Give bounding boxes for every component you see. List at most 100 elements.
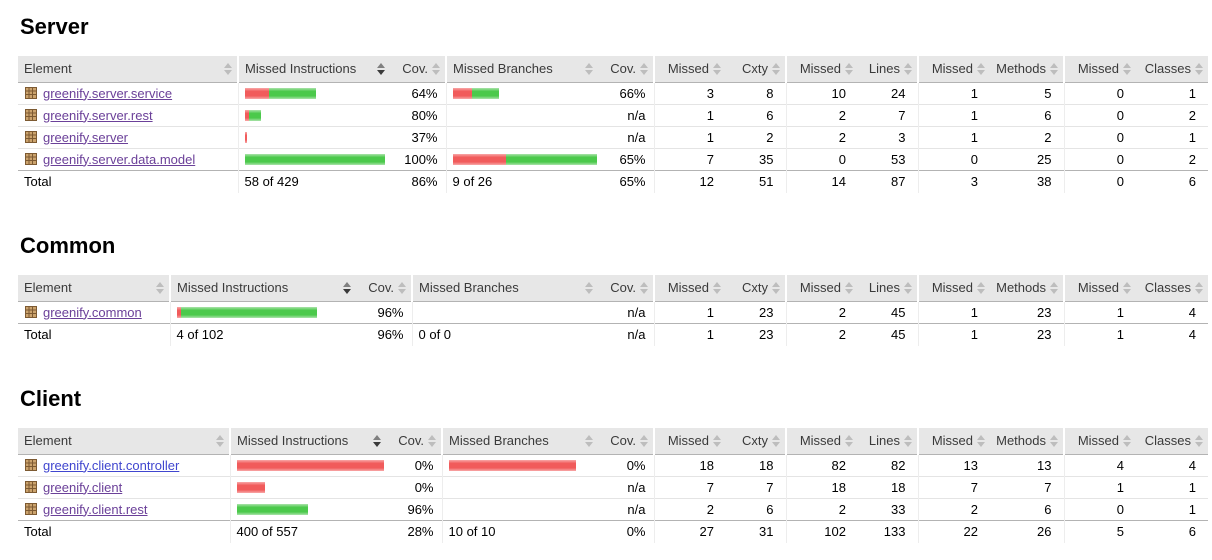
header-row: Element Missed Instructions Cov. Missed Bra… <box>18 428 1208 455</box>
column-header-cxty-6[interactable]: Cxty <box>726 56 786 83</box>
column-header-missed-branches-3[interactable]: Missed Branches <box>445 56 598 83</box>
instructions-coverage-cell: 100% <box>390 147 446 170</box>
element-cell: greenify.server.data.model <box>18 147 238 170</box>
instructions-coverage-cell: 80% <box>390 103 446 126</box>
column-header-missed-9[interactable]: Missed <box>917 275 990 302</box>
package-link[interactable]: greenify.client.rest <box>43 501 148 517</box>
column-header-missed-5[interactable]: Missed <box>653 56 726 83</box>
instructions-bar-green-segment <box>248 109 261 121</box>
column-header-missed-7[interactable]: Missed <box>785 428 858 455</box>
sort-icon <box>377 62 386 75</box>
column-header-missed-11[interactable]: Missed <box>1063 56 1136 83</box>
column-label: Missed <box>799 433 841 449</box>
column-header-cov--4[interactable]: Cov. <box>598 275 654 302</box>
column-header-element-0[interactable]: Element <box>18 56 238 83</box>
column-header-cov--2[interactable]: Cov. <box>386 428 442 455</box>
column-header-cxty-6[interactable]: Cxty <box>726 275 786 302</box>
column-header-methods-10[interactable]: Methods <box>990 428 1064 455</box>
column-header-missed-branches-3[interactable]: Missed Branches <box>441 428 598 455</box>
column-header-missed-9[interactable]: Missed <box>917 428 990 455</box>
total-instructions-coverage-cell: 86% <box>390 169 446 193</box>
branches-bar-red-segment <box>452 153 506 165</box>
metric-cell: 4 <box>1063 454 1136 476</box>
column-header-lines-8[interactable]: Lines <box>858 428 918 455</box>
sort-icon <box>640 434 649 447</box>
column-header-missed-instructions-1[interactable]: Missed Instructions <box>169 275 356 302</box>
column-header-missed-instructions-1[interactable]: Missed Instructions <box>237 56 390 83</box>
metric-cell: 2 <box>785 103 858 126</box>
column-header-methods-10[interactable]: Methods <box>990 56 1064 83</box>
column-header-cov--4[interactable]: Cov. <box>598 56 654 83</box>
sort-icon <box>904 281 913 294</box>
column-header-missed-9[interactable]: Missed <box>917 56 990 83</box>
package-link[interactable]: greenify.server <box>43 129 129 145</box>
package-icon <box>24 108 38 122</box>
metric-cell: 33 <box>858 497 918 520</box>
column-header-cov--2[interactable]: Cov. <box>356 275 412 302</box>
branches-coverage-cell: n/a <box>627 304 646 320</box>
metric-cell: 0 <box>1063 125 1136 148</box>
column-header-cov--2[interactable]: Cov. <box>390 56 446 83</box>
column-header-methods-10[interactable]: Methods <box>990 275 1064 302</box>
section-title-server: Server <box>20 14 89 39</box>
column-header-missed-7[interactable]: Missed <box>785 275 858 302</box>
branches-bar-cell <box>441 475 598 498</box>
table-row: greenify.server.service 64% 66% 3 8 10 24 1 5 0 1 <box>18 82 1208 104</box>
sort-icon <box>904 62 913 75</box>
column-header-lines-8[interactable]: Lines <box>858 56 918 83</box>
column-label: Cov. <box>610 61 636 77</box>
total-metric-cell: 87 <box>858 169 918 193</box>
column-header-missed-5[interactable]: Missed <box>653 275 726 302</box>
metric-cell: 13 <box>1037 457 1052 473</box>
column-header-classes-12[interactable]: Classes <box>1136 56 1208 83</box>
metric-cell: 6 <box>726 103 786 126</box>
server-coverage-table: Element Missed Instructions Cov. Missed Bra… <box>18 56 1208 193</box>
column-header-missed-5[interactable]: Missed <box>653 428 726 455</box>
column-header-missed-instructions-1[interactable]: Missed Instructions <box>229 428 386 455</box>
column-header-cxty-6[interactable]: Cxty <box>726 428 786 455</box>
column-label: Classes <box>1144 61 1191 77</box>
sort-icon <box>713 281 722 294</box>
sort-icon <box>585 434 594 447</box>
element-cell: greenify.common <box>18 301 170 323</box>
column-label: Element <box>24 433 72 449</box>
column-label: Missed <box>931 280 973 296</box>
total-metric-cell: 1 <box>1063 322 1136 346</box>
sort-icon <box>156 281 165 294</box>
column-header-element-0[interactable]: Element <box>18 428 230 455</box>
column-header-element-0[interactable]: Element <box>18 275 170 302</box>
sort-icon <box>772 434 781 447</box>
column-header-cov--4[interactable]: Cov. <box>598 428 654 455</box>
package-link[interactable]: greenify.client <box>43 479 123 495</box>
column-header-lines-8[interactable]: Lines <box>858 275 918 302</box>
total-metric-cell: 38 <box>990 169 1064 193</box>
metric-cell: 3 <box>653 82 726 104</box>
package-link[interactable]: greenify.common <box>43 304 142 320</box>
package-link[interactable]: greenify.client.controller <box>43 457 180 473</box>
sort-icon <box>640 62 649 75</box>
column-header-classes-12[interactable]: Classes <box>1136 428 1208 455</box>
sort-icon <box>1123 62 1132 75</box>
metric-cell: 1 <box>917 301 990 323</box>
sort-icon <box>1050 281 1059 294</box>
package-link[interactable]: greenify.server.rest <box>43 107 153 123</box>
package-icon <box>24 130 38 144</box>
column-header-missed-11[interactable]: Missed <box>1063 428 1136 455</box>
column-header-missed-branches-3[interactable]: Missed Branches <box>411 275 598 302</box>
branches-coverage-cell: 65% <box>598 147 654 170</box>
package-link[interactable]: greenify.server.service <box>43 85 173 101</box>
total-instructions-cell: 58 of 429 <box>237 169 390 193</box>
column-header-missed-7[interactable]: Missed <box>785 56 858 83</box>
section-title-client: Client <box>20 386 82 411</box>
package-link[interactable]: greenify.server.data.model <box>43 151 196 167</box>
instructions-coverage-cell: 96% <box>386 497 442 520</box>
metric-cell: 2 <box>785 125 858 148</box>
total-label-cell: Total <box>18 322 170 346</box>
total-instructions-coverage-cell: 28% <box>386 519 442 543</box>
column-header-classes-12[interactable]: Classes <box>1136 275 1208 302</box>
column-label: Missed Instructions <box>245 61 357 77</box>
metric-cell: 0 <box>1063 82 1136 104</box>
sort-icon <box>1195 434 1204 447</box>
sort-icon <box>977 62 986 75</box>
column-header-missed-11[interactable]: Missed <box>1063 275 1136 302</box>
